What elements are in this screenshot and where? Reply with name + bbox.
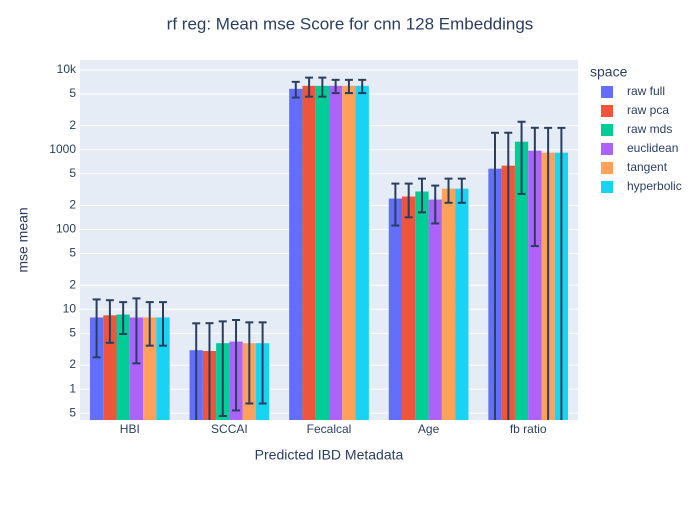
error-bar (232, 319, 241, 412)
bar (129, 317, 144, 420)
error-bar (517, 120, 526, 195)
error-bar (404, 182, 413, 219)
y-tick-label: 2 (69, 357, 76, 371)
y-tick-label: 5 (69, 86, 76, 100)
legend-swatch (601, 105, 613, 117)
bar (116, 314, 130, 420)
error-bar (145, 301, 154, 347)
bar (302, 85, 316, 420)
x-tick-label: Age (418, 422, 440, 436)
error-bar (431, 184, 440, 225)
bar (329, 85, 343, 420)
bar (89, 317, 104, 420)
legend-swatch (601, 181, 613, 193)
bar (415, 191, 429, 420)
error-bar (218, 320, 227, 418)
error-bar (417, 177, 426, 214)
legend-label: hyperbolic (627, 179, 682, 193)
bar (528, 150, 542, 420)
error-bar (305, 76, 314, 98)
y-tick-label: 2 (69, 277, 76, 291)
y-tick-label: 1 (69, 381, 76, 395)
x-tick-label: fb ratio (510, 422, 547, 436)
legend-label: raw full (627, 84, 665, 98)
y-tick-label: 10 (63, 301, 77, 315)
y-tick-label: 2 (69, 118, 76, 132)
error-bar (258, 321, 267, 405)
legend-label: raw mds (627, 122, 672, 136)
error-bar (530, 126, 539, 248)
x-tick-label: Fecalcal (307, 422, 352, 436)
y-tick-label: 5 (69, 246, 76, 260)
error-bar (119, 301, 128, 336)
error-bar (331, 78, 340, 95)
bar (514, 141, 529, 420)
error-bar (457, 177, 466, 204)
bar (441, 188, 456, 420)
x-tick-label: SCCAI (211, 422, 248, 436)
legend-title: space (590, 64, 628, 80)
bar (103, 315, 117, 420)
error-bar (245, 321, 254, 405)
y-axis-title: mse mean (15, 207, 31, 272)
y-tick-label: 10k (57, 62, 77, 76)
y-tick-label: 5 (69, 166, 76, 180)
y-tick-label: 5 (69, 405, 76, 419)
error-bar (491, 131, 499, 420)
chart-title: rf reg: Mean mse Score for cnn 128 Embed… (167, 14, 534, 33)
error-bar (544, 126, 553, 420)
legend-swatch (601, 143, 613, 155)
bar (315, 85, 329, 420)
error-bar (192, 322, 201, 420)
y-tick-label: 1000 (49, 142, 76, 156)
error-bar (92, 298, 101, 359)
error-bar (344, 78, 353, 95)
y-tick-label: 5 (69, 325, 76, 339)
error-bar (318, 76, 327, 98)
bar (388, 198, 403, 420)
error-bar (291, 80, 300, 99)
error-bar (132, 297, 141, 365)
y-tick-label: 2 (69, 198, 76, 212)
legend-swatch (601, 86, 613, 98)
y-tick-label: 100 (56, 222, 76, 236)
bar (143, 317, 157, 420)
error-bar (391, 182, 400, 227)
error-bar (159, 301, 167, 347)
x-tick-label: HBI (120, 422, 140, 436)
bars (89, 76, 569, 420)
error-bar (557, 126, 566, 420)
error-bar (504, 131, 513, 420)
bar (289, 88, 303, 420)
x-axis-title: Predicted IBD Metadata (255, 447, 404, 463)
bar (402, 196, 416, 420)
legend-swatch (601, 124, 613, 136)
error-bar (358, 78, 367, 95)
bar (455, 188, 469, 420)
legend-swatch (601, 162, 613, 174)
error-bar (205, 322, 214, 420)
legend-label: raw pca (627, 103, 669, 117)
error-bar (105, 299, 114, 344)
bar (342, 85, 356, 420)
bar (428, 199, 442, 420)
legend-label: euclidean (627, 141, 678, 155)
bar (156, 317, 170, 420)
error-bar (444, 177, 453, 204)
bar (355, 85, 369, 420)
legend-label: tangent (627, 160, 668, 174)
